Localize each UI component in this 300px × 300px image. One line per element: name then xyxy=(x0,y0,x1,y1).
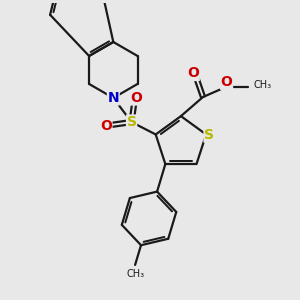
Text: O: O xyxy=(220,75,232,89)
Text: O: O xyxy=(130,91,142,105)
Text: O: O xyxy=(187,66,199,80)
Text: N: N xyxy=(107,91,119,105)
Text: O: O xyxy=(100,118,112,133)
Text: S: S xyxy=(127,115,136,129)
Text: CH₃: CH₃ xyxy=(126,269,144,279)
Text: CH₃: CH₃ xyxy=(254,80,272,90)
Text: S: S xyxy=(204,128,214,142)
